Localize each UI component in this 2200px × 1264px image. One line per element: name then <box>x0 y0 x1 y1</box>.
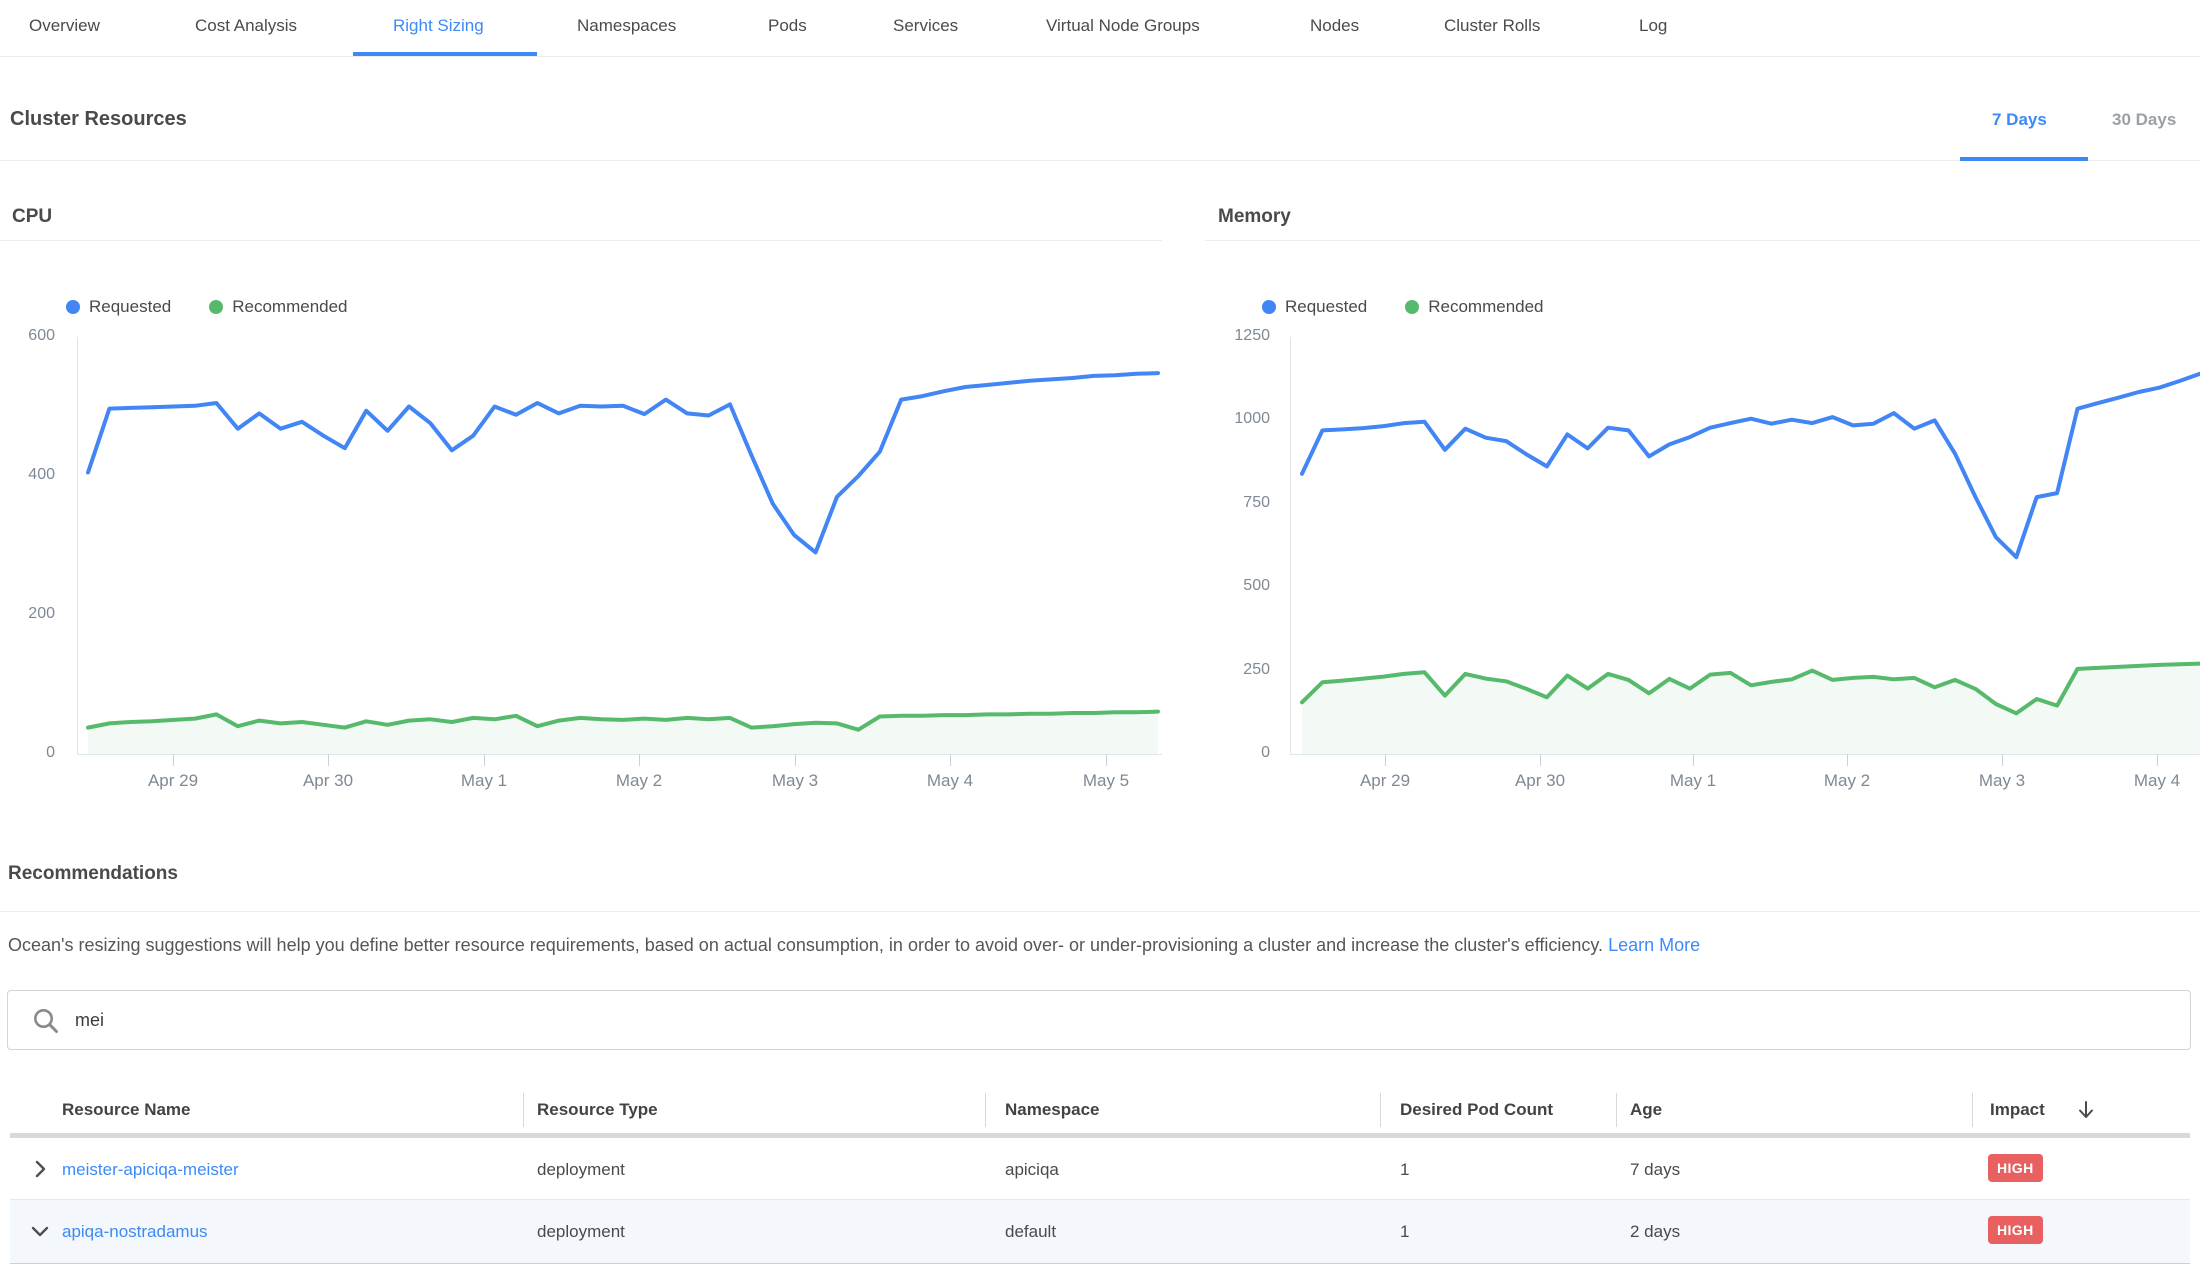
column-header-namespace[interactable]: Namespace <box>1005 1100 1100 1120</box>
column-header-impact[interactable]: Impact <box>1990 1100 2045 1120</box>
tab-virtual-node-groups[interactable]: Virtual Node Groups <box>1046 16 1200 36</box>
desired-pod-count-cell: 1 <box>1400 1222 1409 1242</box>
requested-line <box>1302 374 2200 558</box>
age-cell: 7 days <box>1630 1160 1680 1180</box>
recommended-area <box>1302 664 2200 754</box>
column-header-resource-name[interactable]: Resource Name <box>62 1100 191 1120</box>
resource-type-cell: deployment <box>537 1160 625 1180</box>
column-header-desired-pod-count[interactable]: Desired Pod Count <box>1400 1100 1553 1120</box>
recommendations-description: Ocean's resizing suggestions will help y… <box>8 935 2188 956</box>
impact-badge: HIGH <box>1988 1216 2043 1244</box>
cluster-resources-title: Cluster Resources <box>10 108 187 131</box>
active-period-underline <box>1960 157 2088 161</box>
search-icon <box>32 1007 59 1034</box>
column-header-resource-type[interactable]: Resource Type <box>537 1100 658 1120</box>
tab-cost-analysis[interactable]: Cost Analysis <box>195 16 297 36</box>
active-tab-underline <box>353 52 537 56</box>
tab-namespaces[interactable]: Namespaces <box>577 16 676 36</box>
resource-name-link[interactable]: apiqa-nostradamus <box>62 1222 208 1242</box>
tab-cluster-rolls[interactable]: Cluster Rolls <box>1444 16 1540 36</box>
tab-right-sizing[interactable]: Right Sizing <box>393 16 484 36</box>
memory-chart-title: Memory <box>1218 206 1291 228</box>
resource-name-link[interactable]: meister-apiciqa-meister <box>62 1160 239 1180</box>
period-30-days[interactable]: 30 Days <box>2112 110 2176 130</box>
column-separator <box>1616 1093 1617 1127</box>
memory-title-divider <box>1205 240 2200 241</box>
desired-pod-count-cell: 1 <box>1400 1160 1409 1180</box>
learn-more-link[interactable]: Learn More <box>1608 935 1700 955</box>
namespace-cell: default <box>1005 1222 1056 1242</box>
chevron-right-icon[interactable] <box>28 1157 52 1181</box>
table-row[interactable]: apiqa-nostradamus deployment default 1 2 day… <box>10 1200 2190 1264</box>
recommendations-title: Recommendations <box>8 863 178 885</box>
table-row[interactable]: meister-apiciqa-meister deployment apiciqa… <box>10 1138 2190 1200</box>
period-7-days[interactable]: 7 Days <box>1992 110 2047 130</box>
cpu-title-divider <box>0 240 1162 241</box>
top-nav-tabs: Overview Cost Analysis Right Sizing Namespa… <box>0 0 2200 57</box>
section-divider <box>0 160 2200 161</box>
chevron-down-icon[interactable] <box>28 1219 52 1243</box>
age-cell: 2 days <box>1630 1222 1680 1242</box>
recommendations-divider <box>0 911 2200 912</box>
column-separator <box>1380 1093 1381 1127</box>
cpu-chart-plot <box>0 300 1162 800</box>
column-header-age[interactable]: Age <box>1630 1100 1662 1120</box>
column-separator <box>1972 1093 1973 1127</box>
column-separator <box>985 1093 986 1127</box>
namespace-cell: apiciqa <box>1005 1160 1059 1180</box>
memory-chart-plot <box>1215 300 2200 800</box>
cpu-chart-title: CPU <box>12 206 52 228</box>
requested-line <box>88 373 1158 552</box>
table-header: Resource Name Resource Type Namespace Desir… <box>0 1090 2200 1133</box>
column-separator <box>523 1093 524 1127</box>
search-box <box>7 990 2191 1050</box>
description-text: Ocean's resizing suggestions will help y… <box>8 935 1608 955</box>
memory-chart: 125010007505002500Apr 29Apr 30May 1May 2… <box>1215 300 2200 800</box>
tab-log[interactable]: Log <box>1639 16 1667 36</box>
cpu-chart: 6004002000Apr 29Apr 30May 1May 2May 3May… <box>0 300 1162 800</box>
tab-nodes[interactable]: Nodes <box>1310 16 1359 36</box>
resource-type-cell: deployment <box>537 1222 625 1242</box>
impact-badge: HIGH <box>1988 1154 2043 1182</box>
search-input[interactable] <box>73 1009 2190 1032</box>
tab-services[interactable]: Services <box>893 16 958 36</box>
tab-overview[interactable]: Overview <box>29 16 100 36</box>
tab-pods[interactable]: Pods <box>768 16 807 36</box>
sort-descending-icon[interactable] <box>2076 1099 2096 1121</box>
